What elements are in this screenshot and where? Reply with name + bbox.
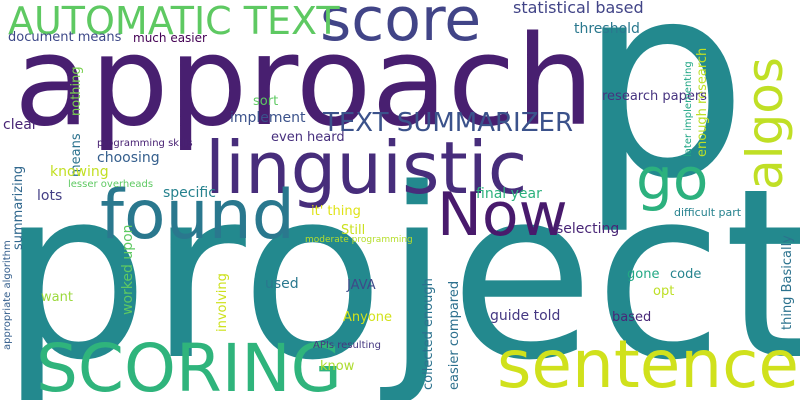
word-even-heard: even heard: [271, 130, 345, 145]
word-threshold: threshold: [574, 21, 640, 37]
word-now: Now: [437, 180, 568, 250]
word-used: used: [265, 276, 299, 292]
word-thing-basically: thing Basically: [780, 235, 795, 330]
word-statistical-based: statistical based: [513, 0, 644, 17]
word-difficult-part: difficult part: [674, 206, 742, 219]
word-apis-resulting: APIs resulting: [313, 340, 381, 351]
word-guide-told: guide told: [490, 308, 561, 324]
word-involving: involving: [215, 273, 230, 332]
word-worked-upon: worked upon: [120, 224, 136, 315]
word-know: know: [320, 359, 355, 374]
word-automatic-text: AUTOMATIC TEXT: [8, 0, 340, 43]
word-score: score: [320, 0, 482, 55]
word-scoring: SCORING: [36, 330, 342, 400]
word-opt: opt: [653, 284, 675, 299]
word-want: want: [41, 290, 73, 305]
word-selecting: selecting: [556, 221, 620, 237]
word-approach: approach: [14, 10, 595, 154]
word-linguistic: linguistic: [205, 126, 528, 210]
word-later-implementing: later implementing: [683, 61, 694, 157]
word-choosing: choosing: [97, 150, 160, 166]
word-research-papers: research papers: [602, 89, 707, 104]
word-document-means: document means: [8, 30, 122, 45]
word-knowing: knowing: [50, 164, 109, 180]
word-go: go: [636, 145, 709, 213]
word-java: JAVA: [347, 278, 376, 293]
word-lesser-overheads: lesser overheads: [68, 179, 154, 190]
word-implement: implement: [230, 110, 306, 126]
word-p: p: [578, 0, 749, 238]
word-text-summarizer: TEXT SUMMARIZER: [323, 108, 574, 138]
word-programming-skills: programming skills: [97, 138, 193, 149]
word-easier-compared: easier compared: [447, 280, 462, 390]
word-sort: sort: [253, 94, 279, 109]
word-gone: gone: [627, 267, 660, 282]
word-final-year: final year: [476, 186, 542, 202]
word-appropriate-algorithm: appropriate algorithm: [2, 240, 13, 350]
word-collected-enough: collected enough: [421, 278, 436, 390]
word-code: code: [670, 267, 702, 282]
word-nothing: nothing: [69, 66, 84, 116]
word-much-easier: much easier: [133, 31, 207, 45]
word-moderate-programming: moderate programming: [305, 235, 413, 245]
word-still: Still: [341, 223, 366, 238]
word-summarizing: summarizing: [11, 165, 26, 250]
word-it-thing: it' thing: [311, 204, 361, 219]
word-sentence: sentence: [497, 326, 800, 400]
word-lots: lots: [37, 188, 63, 204]
word-algos: algos: [736, 57, 794, 190]
word-based: based: [612, 310, 652, 325]
word-specific: specific: [163, 185, 216, 201]
word-anyone: Anyone: [343, 310, 393, 325]
word-found: found: [100, 176, 295, 255]
word-project: project: [0, 139, 800, 400]
word-clear: clear: [3, 117, 38, 133]
